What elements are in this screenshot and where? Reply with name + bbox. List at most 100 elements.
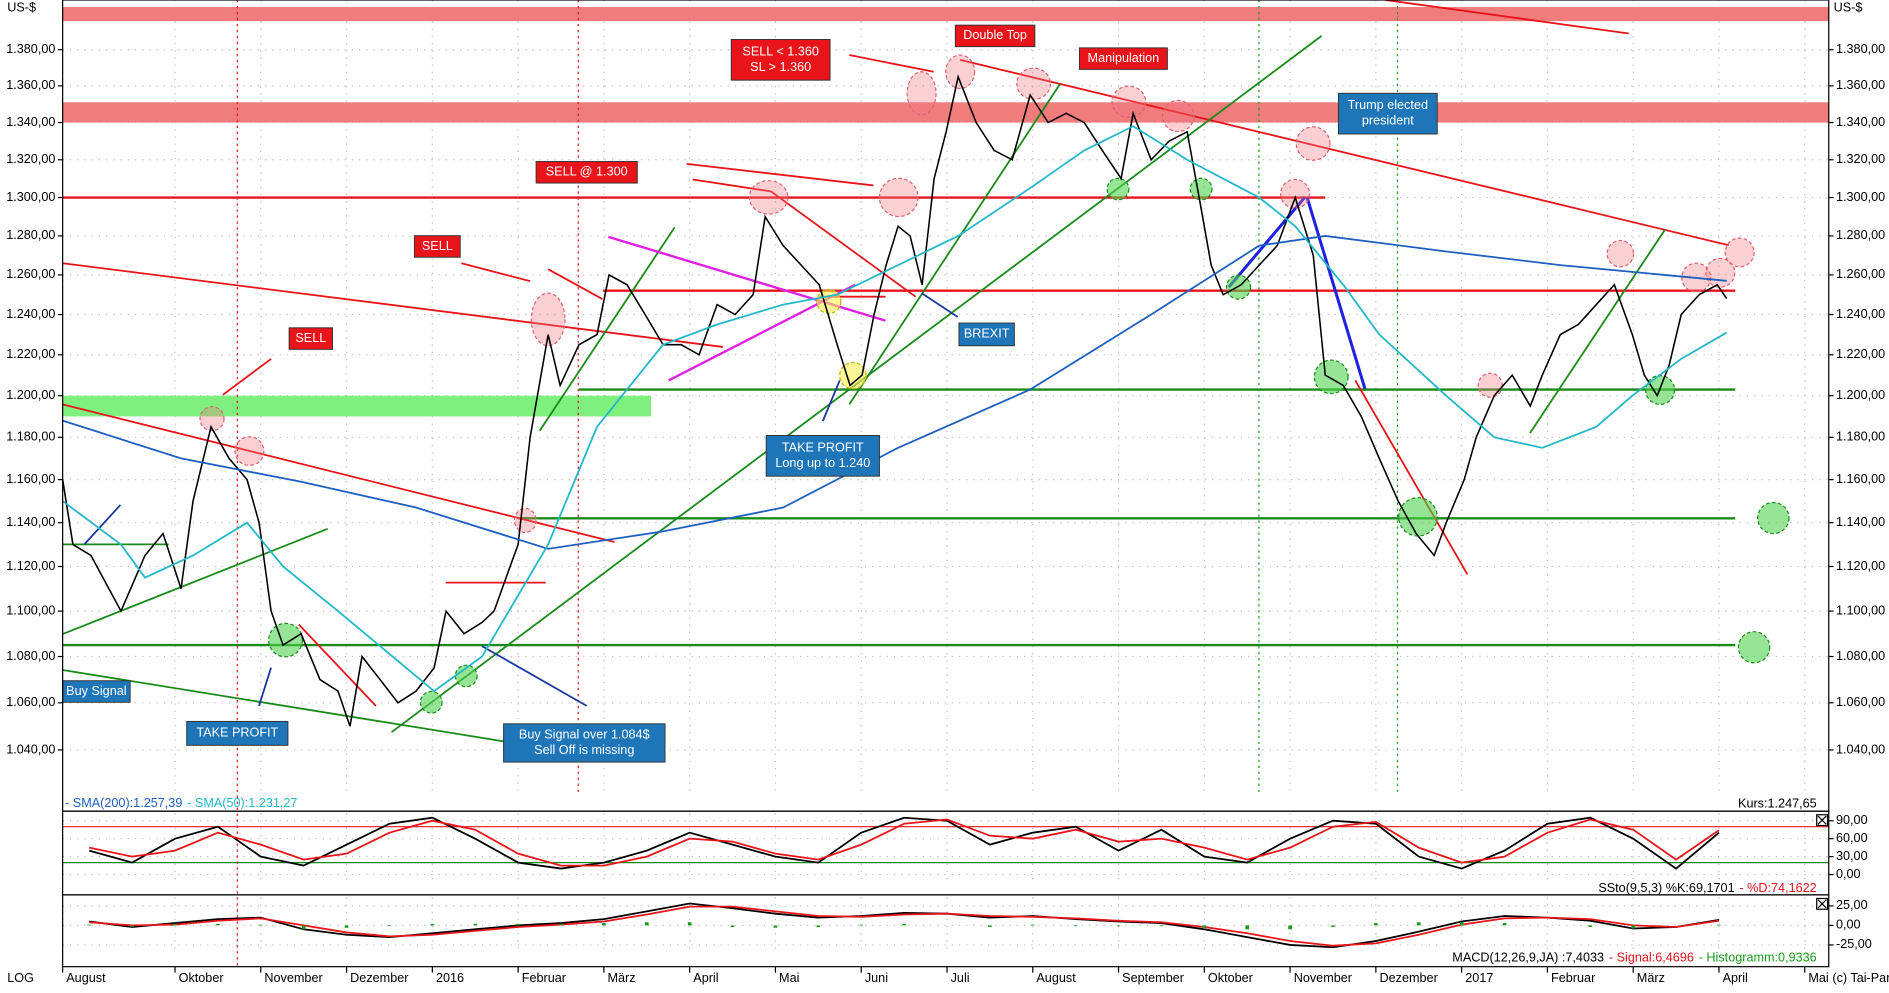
histogram-bar bbox=[687, 922, 692, 926]
x-tick-label: Februar bbox=[1551, 971, 1595, 985]
legend: - SMA(200):1.257,39 - SMA(50):1.231,27 bbox=[65, 796, 297, 810]
y-tick-label: 1.320,00 bbox=[1836, 152, 1885, 166]
histogram-bar bbox=[1374, 923, 1378, 926]
annotation-box bbox=[1078, 47, 1168, 70]
histogram-bar bbox=[988, 925, 992, 927]
y-tick-label: 1.300,00 bbox=[1836, 190, 1885, 204]
copyright: (c) Tai-Pan bbox=[1832, 971, 1889, 985]
x-tick-label: Dezember bbox=[1379, 971, 1437, 985]
arrow bbox=[692, 178, 772, 193]
circle bbox=[530, 292, 566, 347]
circle bbox=[1477, 372, 1503, 398]
circle bbox=[268, 622, 303, 658]
y-tick-label: 1.040,00 bbox=[6, 742, 55, 756]
annotation-text: BREXIT bbox=[964, 327, 1010, 341]
y-tick-label: 1.060,00 bbox=[1836, 695, 1885, 709]
close-icon bbox=[1817, 899, 1827, 909]
x-tick-label: August bbox=[66, 971, 106, 985]
histogram-bar bbox=[430, 923, 435, 926]
annotation-text: Buy Signal over 1.084$ bbox=[519, 728, 650, 742]
trendline bbox=[62, 262, 723, 348]
arrow bbox=[686, 163, 874, 187]
annotation-text: president bbox=[1362, 114, 1414, 128]
trendline bbox=[298, 623, 377, 707]
histogram-bar bbox=[130, 925, 134, 927]
annotation: Buy Signal over 1.084$Sell Off is missin… bbox=[503, 723, 666, 763]
x-tick-label: März bbox=[1637, 971, 1665, 985]
trendline bbox=[62, 669, 507, 743]
scale-label: LOG bbox=[7, 971, 34, 985]
x-tick-label: Mai bbox=[779, 971, 799, 985]
y-tick-label: 90,00 bbox=[1836, 813, 1868, 827]
y-tick-label: 1.160,00 bbox=[6, 472, 55, 486]
x-tick-label: März bbox=[608, 971, 636, 985]
y-tick-label: 1.080,00 bbox=[1836, 649, 1885, 663]
circle bbox=[513, 507, 537, 533]
series-line bbox=[62, 125, 1728, 693]
x-tick-label: November bbox=[264, 971, 322, 985]
legend-entry: - SMA(200):1.257,39 bbox=[65, 796, 182, 810]
y-tick-label: 1.380,00 bbox=[1836, 42, 1885, 56]
annotation-text: SL > 1.360 bbox=[750, 60, 811, 74]
x-tick-label: April bbox=[693, 971, 718, 985]
annotation: SELL bbox=[413, 235, 461, 258]
legend-entry: - %D:74,1622 bbox=[1739, 881, 1816, 895]
annotation-text: SELL bbox=[295, 331, 326, 345]
legend-entry: - Signal:6,4696 bbox=[1609, 951, 1694, 965]
annotation: Buy Signal bbox=[62, 680, 131, 703]
y-tick-label: 1.080,00 bbox=[6, 649, 55, 663]
histogram-bar bbox=[387, 925, 392, 927]
arrow bbox=[1305, 196, 1367, 390]
annotation-box bbox=[730, 39, 831, 81]
histogram-bar bbox=[1073, 925, 1078, 927]
annotation-text: SELL < 1.360 bbox=[742, 44, 818, 58]
trendline bbox=[848, 83, 1061, 405]
series-line bbox=[62, 235, 1727, 550]
histogram-bar bbox=[87, 924, 92, 926]
annotation-text: TAKE PROFIT bbox=[782, 440, 864, 454]
circle bbox=[1398, 497, 1438, 537]
trendline bbox=[538, 226, 676, 432]
x-tick-label: Mai bbox=[1808, 971, 1828, 985]
price-band bbox=[62, 395, 652, 417]
x-tick-label: Februar bbox=[522, 971, 566, 985]
histogram-bar bbox=[1202, 925, 1207, 928]
circle bbox=[1313, 359, 1349, 395]
x-tick-label: Juni bbox=[865, 971, 888, 985]
annotation-box bbox=[288, 327, 333, 350]
support-circles bbox=[268, 177, 1790, 714]
circle bbox=[1189, 177, 1213, 201]
annotation-text: SELL @ 1.300 bbox=[546, 165, 628, 179]
annotation-box bbox=[1337, 92, 1438, 135]
x-tick-label: Juli bbox=[951, 971, 970, 985]
annotation-text: Trump elected bbox=[1348, 98, 1428, 112]
y-tick-label: 1.380,00 bbox=[6, 42, 55, 56]
y-tick-label: 1.120,00 bbox=[6, 559, 55, 573]
x-tick-label: April bbox=[1723, 971, 1748, 985]
annotation-box bbox=[186, 720, 289, 746]
histogram-bar bbox=[1159, 925, 1164, 927]
circle bbox=[234, 436, 265, 466]
y-tick-label: 1.340,00 bbox=[1836, 115, 1885, 129]
histogram-bar bbox=[1116, 925, 1121, 927]
histogram-bar bbox=[1245, 925, 1250, 930]
circle bbox=[1280, 178, 1311, 209]
histogram-bar bbox=[1588, 925, 1593, 927]
circle bbox=[945, 54, 976, 90]
y-tick-label: 25,00 bbox=[1836, 898, 1868, 912]
histogram-bar bbox=[1717, 924, 1721, 926]
highlight-circles bbox=[199, 54, 1755, 533]
trendline bbox=[62, 527, 329, 635]
histogram-bar bbox=[1288, 925, 1292, 930]
circle bbox=[839, 361, 867, 390]
arrow bbox=[258, 667, 272, 707]
x-tick-label: 2017 bbox=[1465, 971, 1493, 985]
y-tick-label: 1.320,00 bbox=[6, 152, 55, 166]
y-tick-label: 1.040,00 bbox=[1836, 742, 1885, 756]
annotation: TAKE PROFIT Long up to 1.240 bbox=[765, 435, 880, 477]
y-tick-label: 1.140,00 bbox=[1836, 515, 1885, 529]
y-tick-label: 0,00 bbox=[1836, 867, 1861, 881]
y-tick-label: 1.100,00 bbox=[6, 603, 55, 617]
series-line bbox=[89, 902, 1720, 949]
